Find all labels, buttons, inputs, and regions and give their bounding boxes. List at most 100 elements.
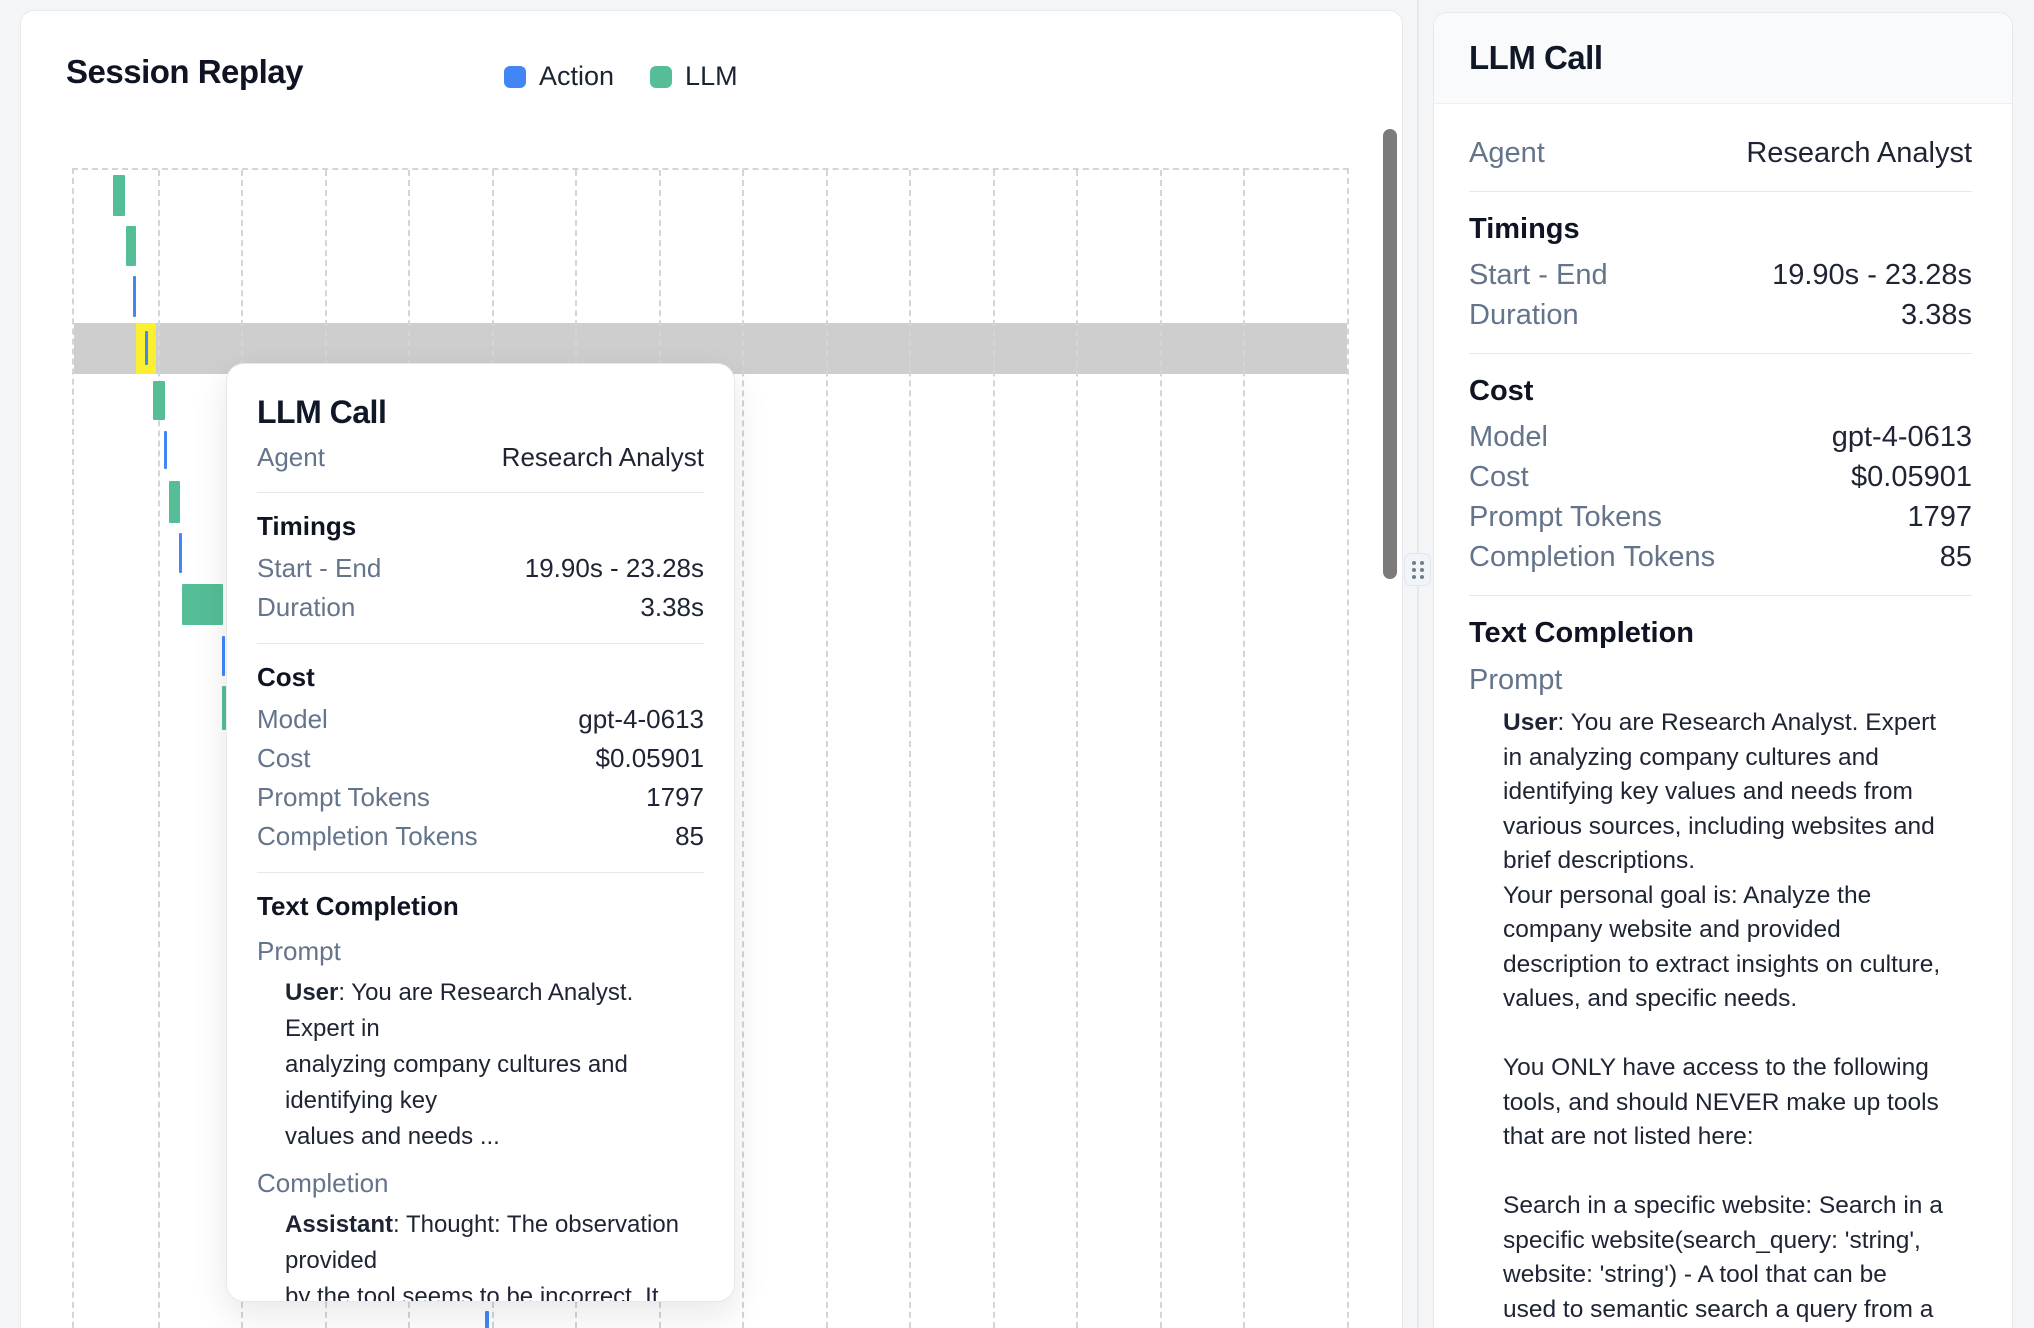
completion-role: Assistant [285,1211,394,1238]
detail-row-label: Model [257,704,328,734]
llm-call-bar[interactable] [113,175,125,216]
panel-resize-handle[interactable] [1404,553,1431,586]
detail-row-value: 3.38s [1901,299,1972,331]
gridline [909,170,911,1328]
detail-row-value: gpt-4-0613 [1831,421,1972,453]
detail-row-label: Model [1469,421,1548,453]
timings-rows: Start - End 19.90s - 23.28s Duration 3.38s [257,549,704,627]
cost-rows: Model gpt-4-0613 Cost $0.05901 Prompt Tokens… [1469,417,1972,577]
completion-label: Completion [257,1168,389,1198]
detail-row: Completion Tokens 85 [1469,537,1972,577]
divider [257,492,704,493]
prompt-preview: User: You are Research Analyst. Expert i… [285,979,634,1150]
detail-row-label: Prompt Tokens [257,782,430,812]
detail-row-value: 1797 [1907,501,1972,533]
detail-row: Prompt Tokens 1797 [257,778,704,817]
detail-row-value: gpt-4-0613 [578,704,704,734]
detail-panel-body: Agent Research Analyst Timings Start - En… [1434,104,2012,1328]
detail-row: Completion Tokens 85 [257,817,704,856]
divider [1469,353,1972,354]
detail-row: Prompt Tokens 1797 [1469,497,1972,537]
llm-call-bar[interactable] [222,686,226,730]
vertical-scrollbar-thumb[interactable] [1383,129,1397,579]
detail-row-value: 1797 [646,782,704,812]
gridline [742,170,744,1328]
legend-item-llm[interactable]: LLM [650,61,738,92]
detail-row: Agent Research Analyst [257,438,704,476]
action-bar[interactable] [164,431,167,469]
action-bar[interactable] [145,331,148,365]
detail-row: Duration 3.38s [257,588,704,627]
timings-heading: Timings [1469,213,1580,245]
detail-row: Model gpt-4-0613 [1469,417,1972,457]
llm-call-tooltip: LLM Call Agent Research Analyst Timings S… [226,363,735,1302]
agent-row-group: Agent Research Analyst [257,438,704,476]
detail-row-label: Agent [1469,137,1545,169]
detail-row-label: Cost [257,743,311,773]
detail-row-value: $0.05901 [595,743,704,773]
text-completion-heading: Text Completion [1469,617,1695,649]
action-bar[interactable] [133,276,136,317]
divider [1469,595,1972,596]
action-bar[interactable] [485,1311,489,1328]
cost-heading: Cost [1469,375,1534,407]
gridline [825,170,828,1328]
detail-row-label: Prompt Tokens [1469,501,1662,533]
detail-row: Duration 3.38s [1469,295,1972,335]
detail-row: Start - End 19.90s - 23.28s [1469,255,1972,295]
detail-row: Model gpt-4-0613 [257,700,704,739]
drag-dots-icon [1411,560,1424,579]
llm-call-bar[interactable] [153,381,165,420]
legend: Action LLM [504,61,738,92]
prompt-full-text: User: You are Research Analyst. Expert i… [1503,709,1943,1323]
detail-row-label: Agent [257,442,325,472]
llm-call-detail-panel: LLM Call Agent Research Analyst Timings S… [1433,12,2013,1328]
detail-row-value: 85 [1939,541,1972,573]
detail-row-value: 3.38s [640,592,704,622]
detail-row-label: Start - End [257,553,382,583]
legend-label: Action [539,61,615,91]
detail-row-value: Research Analyst [1746,137,1972,169]
detail-row-value: 85 [675,821,704,851]
detail-row-label: Duration [257,592,356,622]
gridline [1159,170,1162,1328]
detail-row: Cost $0.05901 [257,739,704,778]
panel-title: LLM Call [1469,39,1603,76]
divider [257,643,704,644]
llm-call-bar-selected[interactable] [182,584,223,625]
prompt-label: Prompt [1469,664,1563,696]
detail-panel-header: LLM Call [1434,13,2012,104]
timings-rows: Start - End 19.90s - 23.28s Duration 3.38s [1469,255,1972,335]
detail-row: Cost $0.05901 [1469,457,1972,497]
gridline [1243,170,1245,1328]
detail-row-value: 19.90s - 23.28s [1772,259,1972,291]
llm-legend-swatch [650,65,673,88]
detail-row-value: $0.05901 [1851,461,1972,493]
detail-row-value: 19.90s - 23.28s [524,553,704,583]
detail-row-label: Cost [1469,461,1529,493]
prompt-label: Prompt [257,936,341,966]
legend-label: LLM [685,61,738,91]
divider [1469,191,1972,192]
action-bar[interactable] [179,533,182,573]
detail-row-label: Completion Tokens [257,821,478,851]
detail-row-value: Research Analyst [501,442,704,472]
panel-divider-line [1417,0,1419,1328]
cost-rows: Model gpt-4-0613 Cost $0.05901 Prompt Tokens… [257,700,704,856]
gridline [157,170,160,1328]
detail-row: Start - End 19.90s - 23.28s [257,549,704,588]
llm-call-bar[interactable] [169,481,180,523]
timings-heading: Timings [257,511,357,541]
text-completion-heading: Text Completion [257,891,459,921]
action-legend-swatch [504,65,526,88]
llm-call-bar[interactable] [126,226,136,266]
detail-row-label: Start - End [1469,259,1608,291]
agent-row-group: Agent Research Analyst [1469,133,1972,173]
legend-item-action[interactable]: Action [504,61,614,92]
page-title: Session Replay [66,53,303,90]
detail-row-label: Duration [1469,299,1579,331]
tooltip-title: LLM Call [257,394,387,430]
divider [257,872,704,873]
action-bar[interactable] [222,636,225,676]
prompt-role: User [1503,709,1558,736]
